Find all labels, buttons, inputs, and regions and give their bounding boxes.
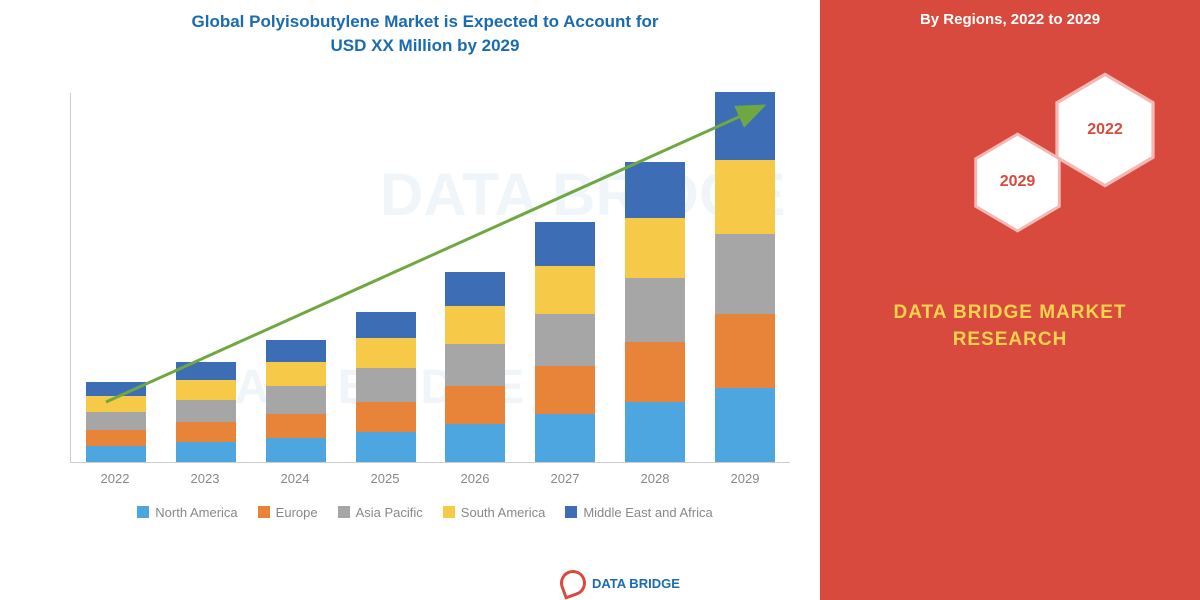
legend: North America Europe Asia Pacific South Ame… [50,501,800,524]
bar-group [86,382,146,462]
bar-segment [266,438,326,462]
footer-logo: DATA BRIDGE [560,570,680,596]
bar-segment [176,422,236,442]
legend-item: North America [137,505,237,520]
bar-segment [86,412,146,430]
bars-row [71,93,790,462]
x-label: 2026 [445,463,505,493]
chart-panel: DATA BRIDGE DATA BRIDGE Global Polyisobu… [0,0,820,600]
x-label: 2022 [85,463,145,493]
bar-segment [356,368,416,402]
right-title: By Regions, 2022 to 2029 [850,10,1170,30]
hexagon-small: 2029 [970,130,1065,235]
right-panel: By Regions, 2022 to 2029 2022 2029 DATA … [820,0,1200,600]
bar-group [445,272,505,462]
chart-title-line2: USD XX Million by 2029 [331,36,520,55]
bar-segment [625,278,685,342]
legend-item: Middle East and Africa [565,505,712,520]
bar-segment [445,306,505,344]
bar-segment [356,312,416,338]
bar-segment [535,314,595,366]
legend-item: Asia Pacific [338,505,423,520]
brand-line2: RESEARCH [953,329,1068,350]
hexagon-group: 2022 2029 [850,60,1170,280]
bar-segment [176,442,236,462]
legend-swatch-icon [258,506,270,518]
bar-segment [445,424,505,462]
hexagon-small-label: 2029 [1000,173,1036,191]
x-label: 2023 [175,463,235,493]
bar-segment [356,402,416,432]
bar-segment [266,414,326,438]
legend-label: Europe [276,505,318,520]
bar-segment [356,338,416,368]
footer-logo-text: DATA BRIDGE [592,576,680,591]
legend-swatch-icon [338,506,350,518]
bar-segment [176,380,236,400]
x-label: 2029 [715,463,775,493]
plot [70,93,790,463]
legend-label: Asia Pacific [356,505,423,520]
bar-segment [535,366,595,414]
bar-group [266,340,326,462]
bar-segment [445,272,505,306]
chart-area: 2022 2023 2024 2025 2026 2027 2028 2029 [70,73,790,493]
bar-segment [266,386,326,414]
bar-segment [176,400,236,422]
bar-segment [625,342,685,402]
bar-segment [445,386,505,424]
bar-segment [86,430,146,446]
bar-segment [535,266,595,314]
bar-segment [625,218,685,278]
bar-segment [715,388,775,462]
bar-segment [86,446,146,462]
bar-segment [535,222,595,266]
bar-segment [535,414,595,462]
legend-item: South America [443,505,546,520]
bar-segment [266,340,326,362]
bar-segment [266,362,326,386]
bar-group [715,92,775,462]
bar-segment [176,362,236,380]
bar-group [625,162,685,462]
bar-segment [356,432,416,462]
bar-segment [86,382,146,396]
bar-segment [715,234,775,314]
x-label: 2024 [265,463,325,493]
legend-swatch-icon [137,506,149,518]
x-label: 2028 [625,463,685,493]
x-label: 2027 [535,463,595,493]
logo-mark-icon [556,566,589,599]
legend-item: Europe [258,505,318,520]
chart-title: Global Polyisobutylene Market is Expecte… [50,10,800,58]
bar-group [535,222,595,462]
legend-swatch-icon [443,506,455,518]
root: DATA BRIDGE DATA BRIDGE Global Polyisobu… [0,0,1200,600]
bar-segment [715,160,775,234]
bar-segment [715,92,775,160]
chart-title-line1: Global Polyisobutylene Market is Expecte… [192,12,659,31]
x-label: 2025 [355,463,415,493]
bar-group [356,312,416,462]
bar-segment [445,344,505,386]
hexagon-large-label: 2022 [1087,121,1123,139]
bar-segment [625,162,685,218]
bar-segment [715,314,775,388]
bar-segment [86,396,146,412]
bar-segment [625,402,685,462]
legend-label: South America [461,505,546,520]
bar-group [176,362,236,462]
brand-text: DATA BRIDGE MARKET RESEARCH [820,300,1200,353]
hexagon-large: 2022 [1050,70,1160,190]
legend-label: Middle East and Africa [583,505,712,520]
brand-line1: DATA BRIDGE MARKET [894,302,1127,323]
legend-label: North America [155,505,237,520]
legend-swatch-icon [565,506,577,518]
x-axis-labels: 2022 2023 2024 2025 2026 2027 2028 2029 [70,463,790,493]
